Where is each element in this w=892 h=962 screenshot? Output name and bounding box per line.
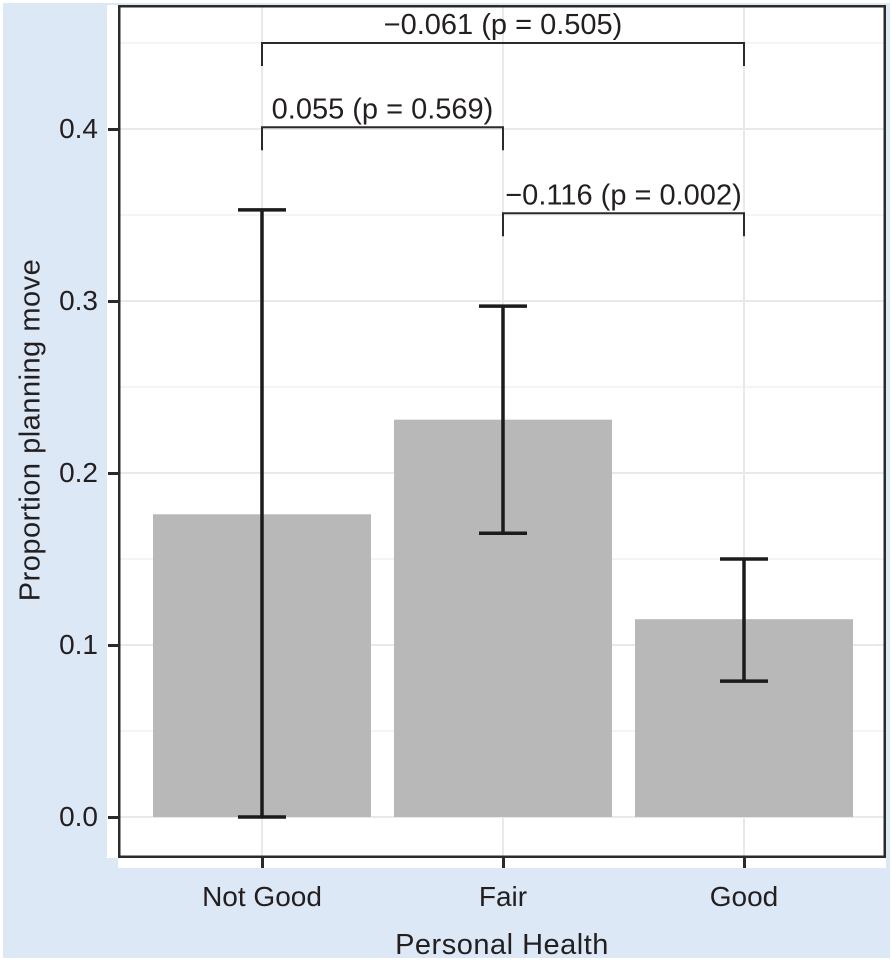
y-tick-label: 0.4	[59, 113, 98, 144]
y-axis-title: Proportion planning move	[14, 258, 47, 602]
y-tick-label: 0.1	[59, 629, 98, 660]
error-bar	[479, 304, 527, 535]
y-tick-mark	[108, 471, 118, 475]
comparison-bracket	[261, 126, 504, 151]
x-tick-label: Fair	[478, 881, 528, 912]
panel-border	[118, 5, 886, 858]
comparison-label: 0.055 (p = 0.569)	[272, 93, 494, 125]
comparison-bracket	[261, 42, 745, 66]
y-tick-mark	[108, 127, 118, 131]
y-tick-strip	[107, 5, 118, 858]
error-bar	[238, 208, 286, 819]
y-tick-label: 0.0	[59, 801, 98, 832]
y-tick-mark	[108, 815, 118, 819]
comparison-label: −0.116 (p = 0.002)	[505, 179, 741, 211]
y-tick-label: 0.2	[59, 457, 98, 488]
x-tick-mark	[260, 858, 264, 868]
y-tick-mark	[108, 299, 118, 303]
x-axis-title: Personal Health	[395, 929, 609, 961]
x-tick-mark	[501, 858, 505, 868]
x-tick-label: Not Good	[202, 881, 322, 912]
chart-canvas: −0.061 (p = 0.505) 0.055 (p = 0.569) −0.11…	[118, 5, 886, 858]
comparison-label: −0.061 (p = 0.505)	[384, 9, 623, 41]
comparison-bracket	[502, 212, 745, 237]
x-tick-mark	[742, 858, 746, 868]
error-bar	[720, 557, 768, 683]
plot-panel: −0.061 (p = 0.505) 0.055 (p = 0.569) −0.11…	[118, 5, 886, 858]
x-tick-label: Good	[709, 881, 779, 912]
y-tick-label: 0.3	[59, 285, 98, 316]
y-tick-mark	[108, 643, 118, 647]
